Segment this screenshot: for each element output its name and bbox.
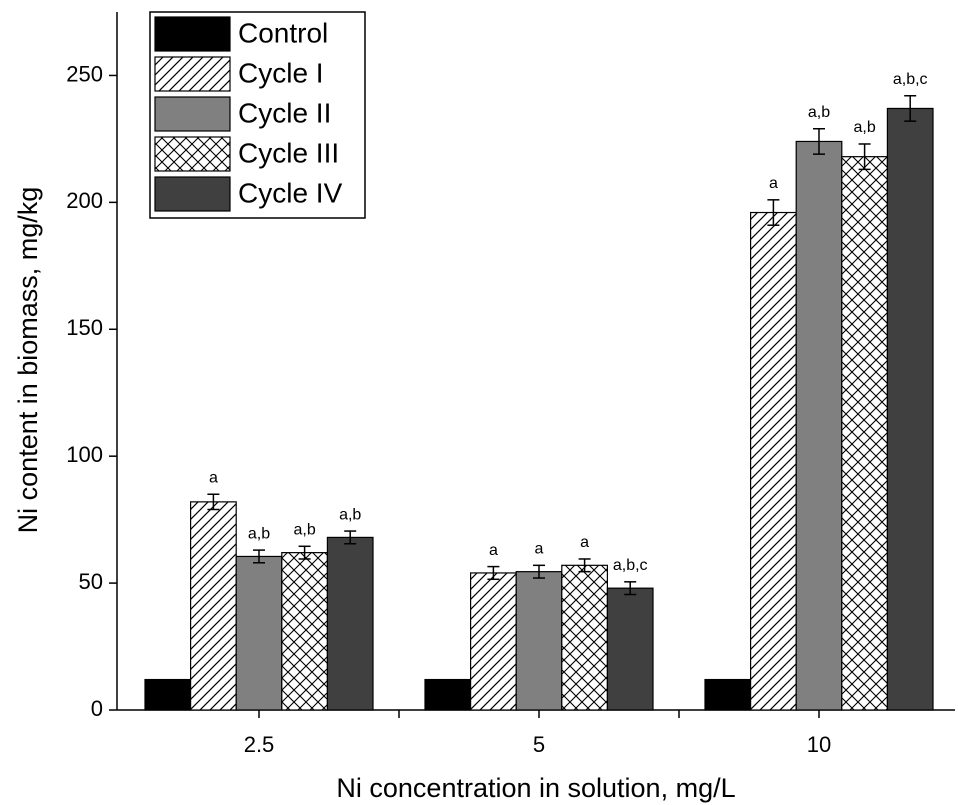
error-bar bbox=[487, 565, 500, 581]
annotation: a,b bbox=[293, 522, 315, 539]
error-bar bbox=[253, 549, 265, 564]
annotation: a bbox=[580, 534, 589, 551]
bar bbox=[606, 587, 654, 711]
annotation: a bbox=[535, 541, 544, 558]
bar bbox=[326, 536, 374, 711]
legend-label: Control bbox=[238, 17, 328, 48]
annotation: a,b bbox=[339, 506, 361, 523]
bar bbox=[424, 678, 472, 711]
error-bar bbox=[578, 558, 591, 573]
error-bar bbox=[533, 564, 545, 579]
y-tick-label: 150 bbox=[66, 315, 103, 340]
y-tick-label: 200 bbox=[66, 188, 103, 213]
y-tick-label: 50 bbox=[79, 569, 103, 594]
bar bbox=[281, 552, 328, 711]
x-tick-label: 2.5 bbox=[244, 732, 275, 757]
legend-swatch bbox=[154, 96, 231, 132]
bar bbox=[704, 678, 752, 711]
x-axis-title: Ni concentration in solution, mg/L bbox=[336, 773, 735, 803]
annotation: a bbox=[769, 175, 778, 192]
bar bbox=[235, 555, 283, 711]
bar bbox=[470, 572, 517, 711]
error-bar bbox=[813, 128, 825, 155]
annotation: a,b,c bbox=[613, 557, 648, 574]
error-bar bbox=[344, 530, 357, 545]
annotation: a bbox=[209, 469, 218, 486]
annotation: a,b,c bbox=[893, 71, 928, 88]
x-tick-label: 10 bbox=[807, 732, 831, 757]
error-bar bbox=[207, 493, 220, 511]
legend-label: Cycle I bbox=[238, 57, 324, 88]
legend-label: Cycle IV bbox=[238, 177, 343, 208]
y-tick-label: 250 bbox=[66, 61, 103, 86]
bar bbox=[749, 211, 797, 711]
legend-swatch bbox=[154, 176, 231, 212]
x-tick-label: 5 bbox=[533, 732, 545, 757]
bar bbox=[144, 678, 192, 711]
bar bbox=[795, 140, 843, 711]
legend-swatch bbox=[154, 16, 231, 52]
annotation: a,b bbox=[248, 525, 270, 542]
legend-swatch bbox=[154, 136, 231, 172]
bar bbox=[515, 571, 563, 711]
legend-swatch bbox=[154, 56, 231, 92]
error-bar bbox=[858, 143, 871, 171]
error-bar bbox=[298, 545, 311, 560]
bar bbox=[190, 501, 237, 711]
error-bar bbox=[624, 581, 637, 596]
error-bar bbox=[767, 199, 780, 226]
annotation: a,b bbox=[808, 104, 830, 121]
bar bbox=[561, 564, 608, 711]
error-bar bbox=[904, 95, 917, 122]
bar bbox=[886, 107, 934, 711]
bar bbox=[841, 156, 888, 711]
y-axis-title: Ni content in biomass, mg/kg bbox=[13, 187, 43, 534]
legend-label: Cycle III bbox=[238, 137, 339, 168]
legend-label: Cycle II bbox=[238, 97, 331, 128]
y-tick-label: 100 bbox=[66, 442, 103, 467]
y-tick-label: 0 bbox=[91, 696, 103, 721]
annotation: a bbox=[489, 542, 498, 559]
annotation: a,b bbox=[853, 119, 875, 136]
